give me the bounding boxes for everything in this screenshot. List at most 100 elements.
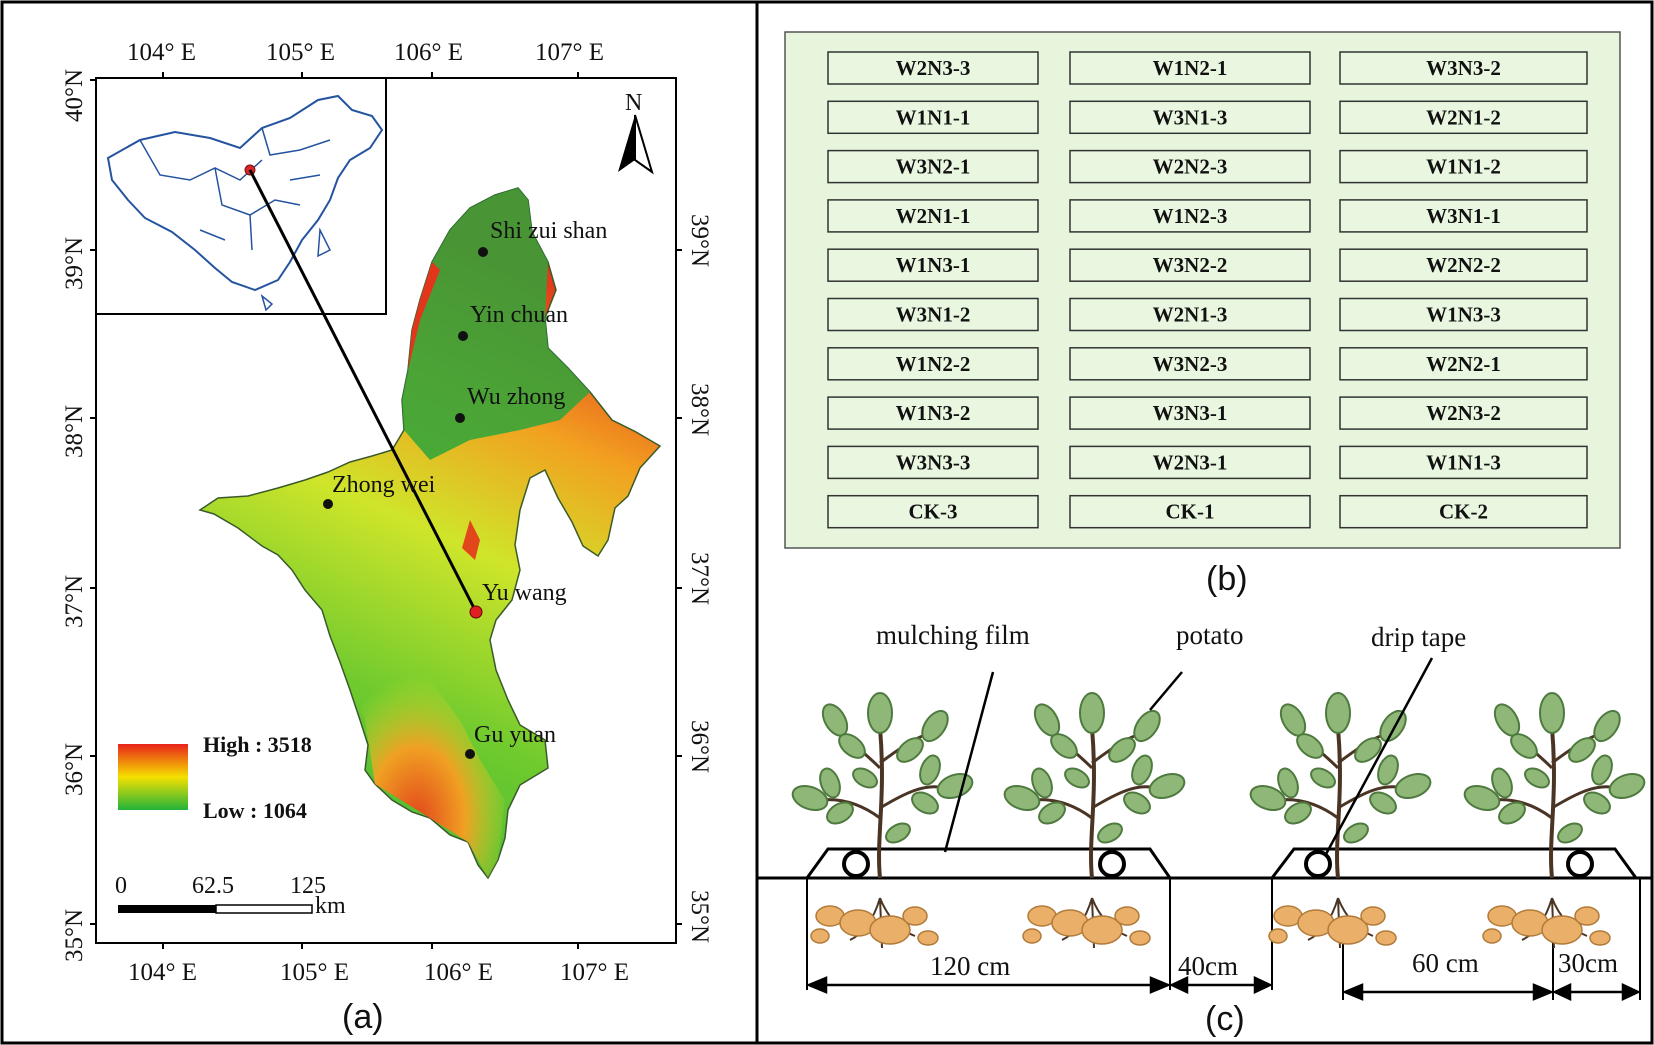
plot-label: W2N3-1 (1153, 450, 1228, 474)
lat-tick-39-left: 39°N (61, 237, 88, 290)
plot-cell (1339, 347, 1588, 381)
panel-a-label: (a) (342, 998, 384, 1036)
north-arrow-icon: N (618, 90, 654, 175)
plot-label: W3N3-3 (896, 450, 971, 474)
plot-label: W3N3-2 (1426, 56, 1501, 80)
plot-cell (1069, 51, 1311, 85)
plot-label: W2N1-1 (896, 204, 971, 228)
city-yuwang: Yu wang (482, 580, 567, 606)
panel-b-label: (b) (1206, 560, 1248, 598)
plot-label: W3N2-2 (1153, 253, 1228, 277)
drip-tape-3 (1304, 850, 1332, 878)
lat-tick-40-left: 40°N (61, 69, 88, 122)
lon-tick-104-bottom: 104° E (128, 959, 197, 986)
plot-cell (1339, 297, 1588, 332)
lat-tick-36-left: 36°N (61, 743, 88, 796)
scale-tick-62: 62.5 (192, 873, 234, 899)
bottom-lon-ticks: 104° E 105° E 106° E 107° E (128, 959, 629, 986)
plot-label: W1N1-1 (896, 105, 971, 129)
panel-b-plot-layout: W2N3-3 W1N2-1 W3N3-2 W1N1-1 W3N1-3 W2N1-2 W3N2… (784, 31, 1621, 598)
mulch-bed-right (1270, 847, 1638, 879)
plot-grid: W2N3-3 W1N2-1 W3N3-2 W1N1-1 W3N1-3 W2N1-2 W3N2… (827, 51, 1588, 529)
inset-connector-line (248, 169, 477, 611)
elevation-legend: High : 3518 Low : 1064 (118, 732, 312, 823)
plot-label: W1N2-2 (896, 352, 971, 376)
scale-unit: km (315, 893, 346, 919)
plot-cell (1069, 149, 1311, 184)
plot-cell (827, 396, 1039, 430)
plot-cell (1069, 494, 1311, 529)
dim-60cm: 60 cm (1412, 948, 1479, 978)
label-potato: potato (1176, 620, 1244, 650)
legend-color-ramp (118, 744, 188, 810)
plot-label: W2N1-2 (1426, 105, 1501, 129)
plot-label: W2N1-3 (1153, 303, 1228, 327)
dim-40cm: 40cm (1178, 951, 1238, 981)
right-lat-ticks: 39°N 38°N 37°N 36°N 35°N (686, 214, 713, 943)
dim-30cm: 30cm (1558, 948, 1618, 978)
china-inset (95, 77, 387, 315)
label-drip-tape: drip tape (1371, 622, 1466, 652)
plot-cell (1339, 199, 1588, 233)
potato-plant-4 (1459, 691, 1650, 950)
plot-label: W2N2-1 (1426, 352, 1501, 376)
lat-tick-39-right: 39°N (686, 214, 713, 267)
plot-label: W3N1-2 (896, 303, 971, 327)
plot-cell (1339, 100, 1588, 135)
city-yinchuan: Yin chuan (470, 302, 568, 328)
city-wuzhong: Wu zhong (467, 384, 565, 410)
drip-tape-4 (1566, 850, 1594, 878)
plot-label: W1N3-1 (896, 253, 971, 277)
plot-cell (1069, 100, 1311, 135)
lon-tick-106-bottom: 106° E (424, 959, 493, 986)
panel-c-planting-diagram: mulching film potato drip tape 120 cm 40… (757, 620, 1652, 1038)
plot-cell (1069, 396, 1311, 430)
scale-bar: 0 62.5 125 km (115, 873, 346, 919)
lon-tick-106-top: 106° E (394, 39, 463, 66)
plot-label: W3N2-3 (1153, 352, 1228, 376)
city-shizuishan: Shi zui shan (490, 218, 607, 244)
legend-low: Low : 1064 (203, 798, 307, 823)
plot-label: W1N2-1 (1153, 56, 1228, 80)
plot-label: CK-3 (909, 500, 958, 524)
region-elevation-shape (198, 187, 662, 880)
lat-tick-36-right: 36°N (686, 720, 713, 773)
plot-label: W2N3-2 (1426, 401, 1501, 425)
plot-label: W3N2-1 (896, 155, 971, 179)
plot-cell (1069, 297, 1311, 332)
plot-cell (1339, 445, 1588, 480)
lat-tick-35-left: 35°N (61, 909, 88, 962)
lon-tick-107-bottom: 107° E (560, 959, 629, 986)
left-lat-ticks: 40°N 39°N 38°N 37°N 36°N 35°N (61, 69, 88, 962)
lat-tick-37-left: 37°N (61, 575, 88, 628)
north-label: N (625, 90, 642, 116)
plot-cell (1339, 248, 1588, 282)
plot-label: W1N1-2 (1426, 155, 1501, 179)
drip-tape-1 (842, 850, 870, 878)
plot-label: W3N3-1 (1153, 401, 1228, 425)
lat-tick-38-right: 38°N (686, 383, 713, 436)
plot-label: CK-1 (1166, 500, 1215, 524)
plot-cell (1339, 396, 1588, 430)
city-zhongwei: Zhong wei (332, 472, 436, 498)
plot-cell (827, 248, 1039, 282)
top-lon-ticks: 104° E 105° E 106° E 107° E (127, 39, 604, 66)
plot-cell (827, 51, 1039, 85)
dim-120cm: 120 cm (930, 951, 1010, 981)
lon-tick-105-bottom: 105° E (280, 959, 349, 986)
potato-plant-3 (1245, 691, 1436, 950)
dimension-arrows (805, 976, 1641, 1001)
lat-tick-38-left: 38°N (61, 405, 88, 458)
potato-plant-1 (787, 691, 978, 950)
plot-label: W3N1-3 (1153, 105, 1228, 129)
plot-cell (827, 297, 1039, 332)
plot-cell (827, 149, 1039, 184)
lon-tick-107-top: 107° E (535, 39, 604, 66)
plot-cell (1069, 248, 1311, 282)
lat-tick-35-right: 35°N (686, 890, 713, 943)
plot-cell (827, 445, 1039, 480)
plot-cell (827, 347, 1039, 381)
plot-cell (1069, 347, 1311, 381)
